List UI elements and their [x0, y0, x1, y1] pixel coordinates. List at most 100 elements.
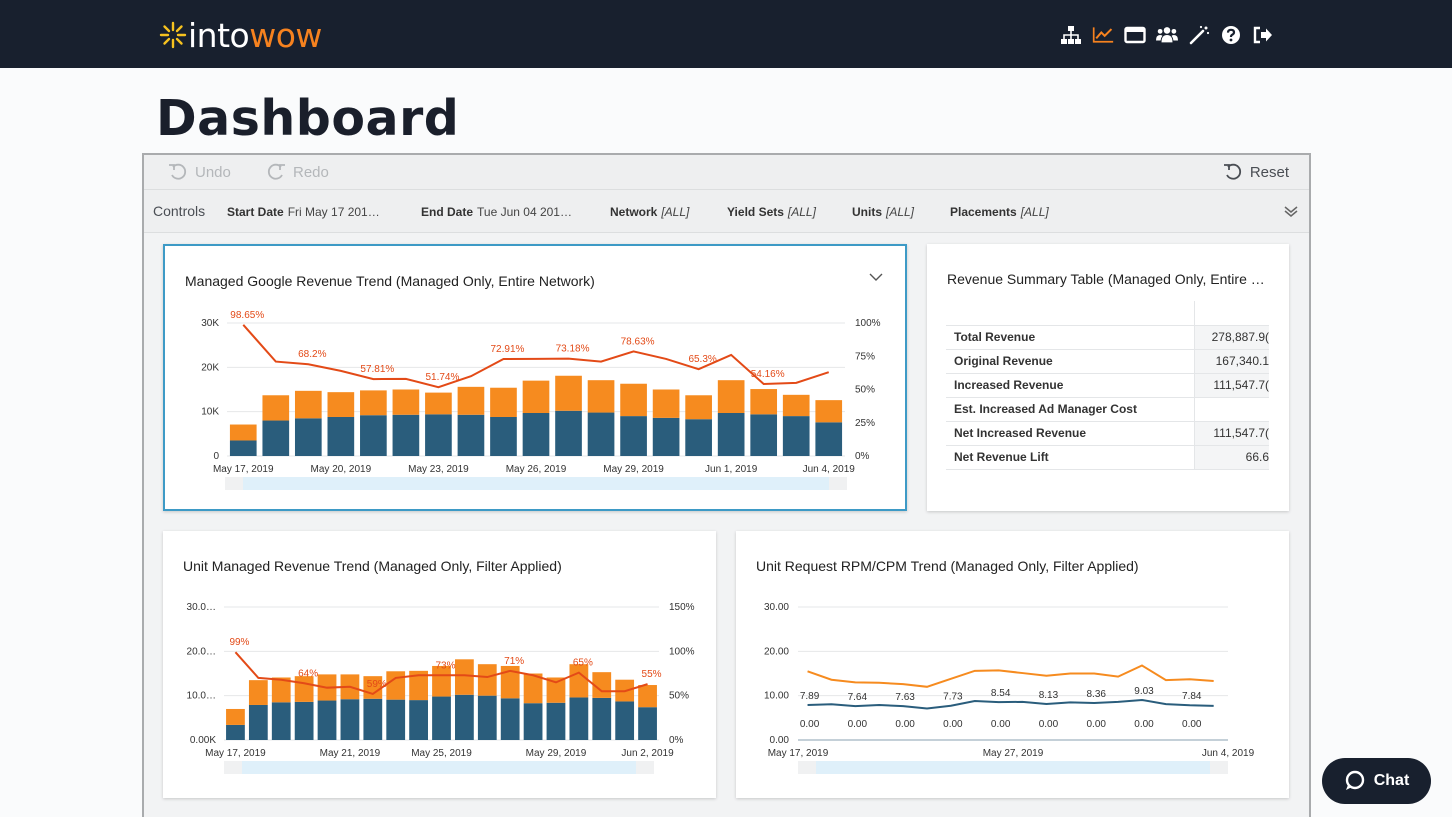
bar-increased-revenue	[425, 392, 452, 415]
bar-increased-revenue	[455, 659, 474, 695]
lift-percentage-label: 72.91%	[491, 344, 525, 355]
y2-axis-tick-label: 25%	[855, 418, 875, 429]
y-axis-tick-label: 20K	[201, 362, 219, 373]
y-axis-tick-label: 30.0…	[187, 602, 216, 613]
x-axis-tick-label: May 25, 2019	[411, 748, 472, 759]
x-axis-tick-label: May 23, 2019	[408, 464, 469, 475]
row-label: Original Revenue	[946, 348, 1195, 373]
revenue-summary-card[interactable]: Revenue Summary Table (Managed Only, Ent…	[927, 244, 1289, 511]
end-date-filter[interactable]: End Date Tue Jun 04 201…	[421, 205, 572, 219]
units-filter[interactable]: Units [ALL]	[852, 205, 915, 219]
bar-increased-revenue	[294, 676, 314, 702]
magic-wand-icon[interactable]	[1188, 24, 1210, 46]
bar-original-revenue	[652, 417, 680, 456]
bar-increased-revenue	[717, 380, 745, 413]
bar-increased-revenue	[226, 708, 245, 725]
bar-original-revenue	[620, 416, 647, 456]
lift-percentage-label: 57.81%	[360, 364, 394, 375]
row-value: 167,340.1	[1194, 348, 1269, 373]
rpm-cpm-trend-card[interactable]: Unit Request RPM/CPM Trend (Managed Only…	[736, 531, 1289, 798]
undo-label: Undo	[195, 163, 231, 181]
intowow-logo[interactable]: intowow	[158, 14, 322, 56]
chart-line-icon[interactable]	[1092, 24, 1114, 46]
chat-bubble-icon	[1345, 770, 1364, 790]
y2-axis-tick-label: 100%	[855, 318, 881, 329]
undo-button[interactable]: Undo	[168, 163, 231, 181]
bar-original-revenue	[490, 416, 517, 456]
bar-original-revenue	[327, 416, 355, 456]
network-filter[interactable]: Network [ALL]	[610, 205, 690, 219]
bar-original-revenue	[262, 420, 290, 456]
bar-increased-revenue	[409, 670, 428, 701]
unit-revenue-trend-card[interactable]: Unit Managed Revenue Trend (Managed Only…	[163, 531, 716, 798]
bar-original-revenue	[229, 440, 257, 456]
bar-original-revenue	[294, 701, 314, 740]
x-axis-tick-label: Jun 4, 2019	[803, 464, 856, 475]
bar-original-revenue	[360, 415, 387, 456]
row-value: 111,547.7(	[1194, 372, 1269, 397]
rpm-value-label: 7.64	[848, 692, 868, 703]
cpm-value-label: 0.00	[848, 719, 868, 730]
sign-out-icon[interactable]	[1252, 24, 1274, 46]
redo-button[interactable]: Redo	[266, 163, 329, 181]
y-axis-tick-label: 30.00	[764, 602, 789, 613]
yield-sets-filter[interactable]: Yield Sets [ALL]	[727, 205, 816, 219]
rpm-value-label: 7.73	[943, 692, 963, 703]
cpm-value-label: 0.00	[800, 719, 820, 730]
rpm-series-line	[807, 664, 1214, 688]
y-axis-tick-label: 10.00	[764, 691, 789, 702]
lift-percentage-label: 71%	[504, 656, 524, 667]
bar-increased-revenue	[392, 389, 420, 415]
cpm-value-label: 0.00	[991, 719, 1011, 730]
lift-percentage-label: 65.3%	[688, 354, 716, 365]
x-axis-tick-label: May 21, 2019	[320, 748, 381, 759]
y2-axis-tick-label: 100%	[669, 646, 695, 657]
rpm-value-label: 8.54	[991, 688, 1011, 699]
bar-increased-revenue	[271, 677, 291, 703]
y-axis-tick-label: 0.00K	[190, 735, 216, 746]
chart-scrollbar-thumb	[816, 761, 1210, 774]
y-axis-tick-label: 20.0…	[187, 646, 216, 657]
page-title: Dashboard	[156, 90, 460, 147]
chevron-down-icon[interactable]	[869, 272, 883, 282]
table-row: Original Revenue 167,340.1	[946, 348, 1269, 373]
chat-button[interactable]: Chat	[1322, 758, 1431, 804]
bar-increased-revenue	[750, 389, 778, 415]
rpm-value-label: 9.03	[1134, 686, 1154, 697]
bar-increased-revenue	[360, 390, 387, 416]
sparkle-logo-icon	[159, 21, 187, 49]
start-date-filter[interactable]: Start Date Fri May 17 201…	[227, 205, 380, 219]
unit-revenue-chart: 0.00K 10.0… 20.0… 30.0… 0% 50% 100% 150% 99% 64% 5…	[187, 602, 695, 774]
reset-button[interactable]: Reset	[1223, 163, 1289, 181]
lift-percentage-label: 51.74%	[425, 372, 459, 383]
bar-original-revenue	[317, 700, 337, 740]
y-axis-tick-label: 0	[213, 451, 219, 462]
bar-increased-revenue	[500, 665, 520, 699]
table-row: Est. Increased Ad Manager Cost	[946, 396, 1269, 421]
y-axis-tick-label: 0.00	[770, 735, 790, 746]
placements-filter[interactable]: Placements [ALL]	[950, 205, 1049, 219]
bar-original-revenue	[226, 724, 245, 740]
x-axis-tick-label: Jun 2, 2019	[621, 748, 674, 759]
bar-increased-revenue	[685, 395, 712, 420]
cpm-value-label: 0.00	[1086, 719, 1106, 730]
cpm-value-label: 0.00	[943, 719, 963, 730]
bar-increased-revenue	[782, 394, 810, 417]
users-icon[interactable]	[1156, 24, 1178, 46]
rpm-value-label: 7.84	[1182, 691, 1202, 702]
row-label: Est. Increased Ad Manager Cost	[946, 396, 1195, 421]
bar-increased-revenue	[457, 386, 485, 415]
sitemap-icon[interactable]	[1060, 24, 1082, 46]
expand-controls-icon[interactable]	[1283, 203, 1299, 219]
bar-increased-revenue	[587, 380, 615, 413]
window-icon[interactable]	[1124, 24, 1146, 46]
y2-axis-tick-label: 150%	[669, 602, 695, 613]
help-icon[interactable]	[1220, 24, 1242, 46]
y2-axis-tick-label: 50%	[855, 385, 875, 396]
bar-original-revenue	[386, 699, 406, 740]
row-label: Net Revenue Lift	[946, 444, 1195, 470]
x-axis-tick-label: May 17, 2019	[205, 748, 266, 759]
lift-percentage-label: 78.63%	[621, 336, 655, 347]
lift-percentage-label: 99%	[229, 637, 249, 648]
google-revenue-trend-card[interactable]: Managed Google Revenue Trend (Managed On…	[163, 244, 907, 511]
